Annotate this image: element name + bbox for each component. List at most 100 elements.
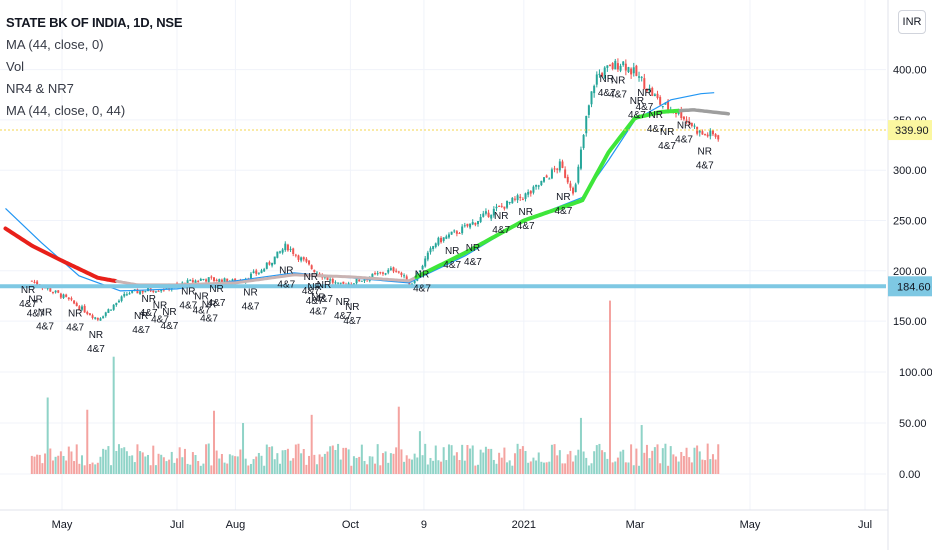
candle — [326, 276, 329, 280]
indicator-vol[interactable]: Vol — [6, 59, 25, 74]
candle — [300, 257, 303, 261]
candle — [371, 273, 374, 279]
volume-bar — [397, 406, 400, 474]
volume-tick-label: 0.00 — [899, 469, 920, 481]
volume-bar — [189, 464, 192, 474]
volume-bar — [123, 447, 126, 474]
volume-bar — [688, 457, 691, 474]
volume-bar — [537, 452, 540, 474]
candle — [440, 237, 443, 243]
candle — [609, 64, 611, 66]
volume-bar — [157, 453, 160, 474]
volume-bar — [65, 460, 68, 474]
level-badge — [888, 276, 932, 297]
candle — [249, 273, 252, 280]
nr-label-bottom: 4&7 — [200, 313, 218, 324]
candle — [112, 304, 115, 310]
volume-bar — [292, 458, 295, 474]
volume-bar — [543, 462, 545, 474]
candle — [450, 231, 453, 235]
volume-bar — [152, 445, 155, 474]
candle — [78, 306, 81, 310]
volume-bar — [191, 452, 194, 474]
nr-label-bottom: 4&7 — [517, 221, 535, 232]
symbol-title[interactable]: STATE BK OF INDIA, 1D, NSE — [6, 15, 183, 30]
candle — [645, 89, 648, 92]
volume-bar — [535, 460, 538, 474]
volume-bar — [207, 443, 210, 474]
volume-bar — [81, 455, 83, 474]
candle — [387, 269, 390, 273]
candle — [286, 244, 289, 251]
candle — [205, 279, 208, 282]
candle — [46, 287, 49, 289]
candle — [477, 221, 479, 225]
volume-bar — [564, 463, 567, 474]
volume-bar — [693, 447, 696, 474]
candle — [355, 278, 358, 284]
candle — [88, 313, 91, 316]
volume-bar — [566, 454, 569, 474]
volume-bar — [585, 457, 588, 474]
volume-bar — [661, 448, 664, 474]
nr-label-bottom: 4&7 — [27, 309, 45, 320]
currency-badge[interactable]: INR — [898, 10, 926, 34]
volume-bar — [62, 455, 65, 474]
level-label: 184.60 — [897, 281, 931, 293]
candle — [30, 280, 33, 282]
nr-label-bottom: 4&7 — [87, 344, 105, 355]
candle — [284, 243, 287, 250]
nr-label-top: NR — [600, 74, 614, 85]
candle — [421, 265, 424, 270]
time-tick-label: May — [740, 519, 761, 531]
volume-bar — [162, 457, 165, 474]
candle — [389, 268, 392, 270]
volume-bar — [384, 451, 387, 474]
candle — [574, 184, 577, 193]
indicator-ma[interactable]: MA (44, close, 0) — [6, 37, 104, 52]
volume-bar — [709, 459, 712, 474]
candle — [160, 289, 163, 292]
candle — [429, 248, 432, 253]
indicator-nr[interactable]: NR4 & NR7 — [6, 81, 74, 96]
volume-bar — [279, 463, 281, 474]
volume-bar — [73, 461, 76, 474]
volume-bar — [445, 460, 448, 474]
indicator-ma-offset[interactable]: MA (44, close, 0, 44) — [6, 103, 126, 118]
volume-bar — [91, 462, 94, 474]
candle — [294, 254, 297, 256]
candle — [33, 281, 36, 283]
volume-bar — [609, 300, 611, 474]
nr-label-top: NR — [38, 307, 52, 318]
volume-bar — [70, 451, 73, 474]
volume-bar — [197, 461, 200, 474]
volume-bar — [170, 451, 173, 474]
volume-bar — [387, 462, 390, 474]
volume-bar — [347, 449, 350, 474]
candle — [638, 76, 641, 78]
candle — [210, 276, 213, 278]
candle — [123, 293, 126, 297]
candle — [426, 252, 429, 260]
price-tick-label: 300.00 — [893, 165, 927, 177]
candle — [70, 298, 73, 300]
candle — [223, 278, 226, 285]
candle — [279, 251, 281, 253]
candle — [545, 175, 548, 178]
volume-bar — [479, 449, 482, 474]
candle — [540, 180, 543, 186]
candle — [537, 185, 540, 187]
candle — [511, 197, 514, 204]
candle — [392, 267, 395, 272]
nr-label-top: NR — [89, 330, 103, 341]
volume-bar — [429, 457, 432, 474]
candle — [107, 309, 110, 313]
candle — [453, 230, 456, 232]
volume-bar — [86, 409, 89, 474]
volume-bar — [173, 462, 176, 474]
candle — [379, 272, 382, 274]
volume-bar — [331, 445, 334, 474]
candle — [152, 290, 155, 292]
volume-bar — [154, 465, 157, 474]
